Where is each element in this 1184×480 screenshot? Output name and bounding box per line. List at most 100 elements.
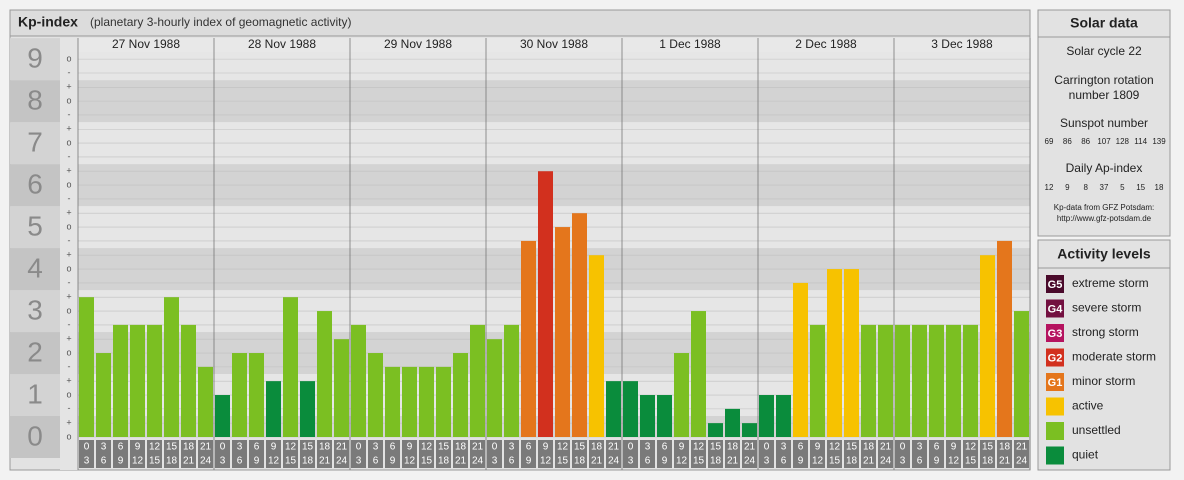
hour-label: 9 [526, 456, 532, 467]
bar [521, 240, 536, 437]
hour-label: 15 [166, 442, 178, 453]
hour-label: 15 [829, 456, 841, 467]
hour-label: 6 [373, 456, 379, 467]
date-header [894, 38, 1030, 52]
y-band [10, 122, 60, 165]
hour-label: 15 [574, 442, 586, 453]
legend-swatch [1046, 299, 1064, 318]
hour-label: 6 [509, 456, 515, 467]
hour-box [164, 440, 179, 468]
bar [827, 269, 842, 437]
chart-title: Kp-index [18, 14, 78, 30]
hour-label: 12 [693, 442, 705, 453]
bar [963, 324, 978, 437]
legend-badge: G2 [1048, 352, 1063, 364]
bar [453, 353, 468, 437]
legend-label: unsettled [1072, 423, 1121, 437]
hour-label: 6 [101, 456, 107, 467]
legend-swatch [1046, 397, 1064, 416]
hour-label: 15 [965, 456, 977, 467]
legend-swatch [1046, 275, 1064, 293]
hour-box [198, 440, 213, 468]
hour-label: 3 [237, 442, 243, 453]
legend-label: quiet [1072, 448, 1099, 462]
hour-box [266, 440, 281, 468]
hour-label: 18 [302, 456, 314, 467]
y-band [10, 248, 60, 291]
bar [1014, 311, 1029, 437]
hour-box [929, 440, 944, 468]
hour-box [674, 440, 689, 468]
bar [980, 255, 995, 437]
hour-label: 6 [390, 442, 396, 453]
minor-tick-label: - [68, 67, 71, 77]
hour-label: 9 [407, 442, 413, 453]
hour-box [640, 440, 655, 468]
hour-label: 24 [608, 456, 620, 467]
hour-label: 18 [846, 456, 858, 467]
legend-label: minor storm [1072, 374, 1135, 388]
hour-box [844, 440, 859, 468]
hour-box [96, 440, 111, 468]
bar [708, 423, 723, 437]
hour-box [997, 440, 1012, 468]
hour-label: 15 [149, 456, 161, 467]
minor-tick-label: + [66, 166, 71, 176]
hour-box [317, 440, 332, 468]
date-header [622, 38, 758, 52]
hour-label: 18 [166, 456, 178, 467]
hour-box [368, 440, 383, 468]
hour-box [946, 440, 961, 468]
hour-box [776, 440, 791, 468]
y-tick-label: 4 [27, 252, 43, 283]
hour-box [249, 440, 264, 468]
y-tick-label: 6 [27, 168, 43, 199]
hour-box [793, 440, 808, 468]
y-band [10, 332, 60, 375]
hour-label: 6 [917, 456, 923, 467]
legend-label: severe storm [1072, 301, 1141, 315]
sunspots-value: 86 [1063, 137, 1072, 146]
hour-label: 18 [999, 442, 1011, 453]
bar [283, 297, 298, 437]
minor-tick-label: o [66, 305, 71, 315]
bar [810, 324, 825, 437]
grid-band [78, 52, 1030, 81]
minor-tick-label: + [66, 376, 71, 386]
hour-label: 21 [1016, 442, 1028, 453]
date-label: 3 Dec 1988 [931, 37, 993, 51]
bar [572, 213, 587, 437]
hour-label: 6 [237, 456, 243, 467]
legend-label: active [1072, 399, 1104, 413]
bar [215, 395, 230, 437]
hour-label: 3 [373, 442, 379, 453]
y-tick-label: 3 [27, 294, 43, 325]
bar [317, 311, 332, 437]
minor-tick-label: o [66, 179, 71, 189]
legend-badge: G3 [1048, 328, 1063, 340]
ap-title: Daily Ap-index [1066, 161, 1143, 175]
sunspots-value: 107 [1097, 137, 1111, 146]
hour-label: 21 [336, 442, 348, 453]
hour-label: 9 [543, 442, 549, 453]
legend-swatch [1046, 348, 1064, 367]
ap-value: 8 [1083, 183, 1088, 192]
y-band [10, 374, 60, 417]
y-band [10, 164, 60, 207]
hour-box [147, 440, 162, 468]
sunspots-value: 139 [1152, 137, 1166, 146]
legend-swatch [1046, 373, 1064, 391]
bar [861, 324, 876, 437]
hour-box [79, 440, 94, 468]
hour-box [436, 440, 451, 468]
bar [96, 353, 111, 437]
title-bar [9, 9, 1031, 37]
legend-swatch [1046, 422, 1064, 440]
bar [436, 366, 451, 437]
date-label: 29 Nov 1988 [384, 37, 452, 51]
hour-label: 24 [200, 456, 212, 467]
hour-box [181, 440, 196, 468]
bar [79, 297, 94, 437]
bar [368, 353, 383, 437]
hour-label: 12 [149, 442, 161, 453]
